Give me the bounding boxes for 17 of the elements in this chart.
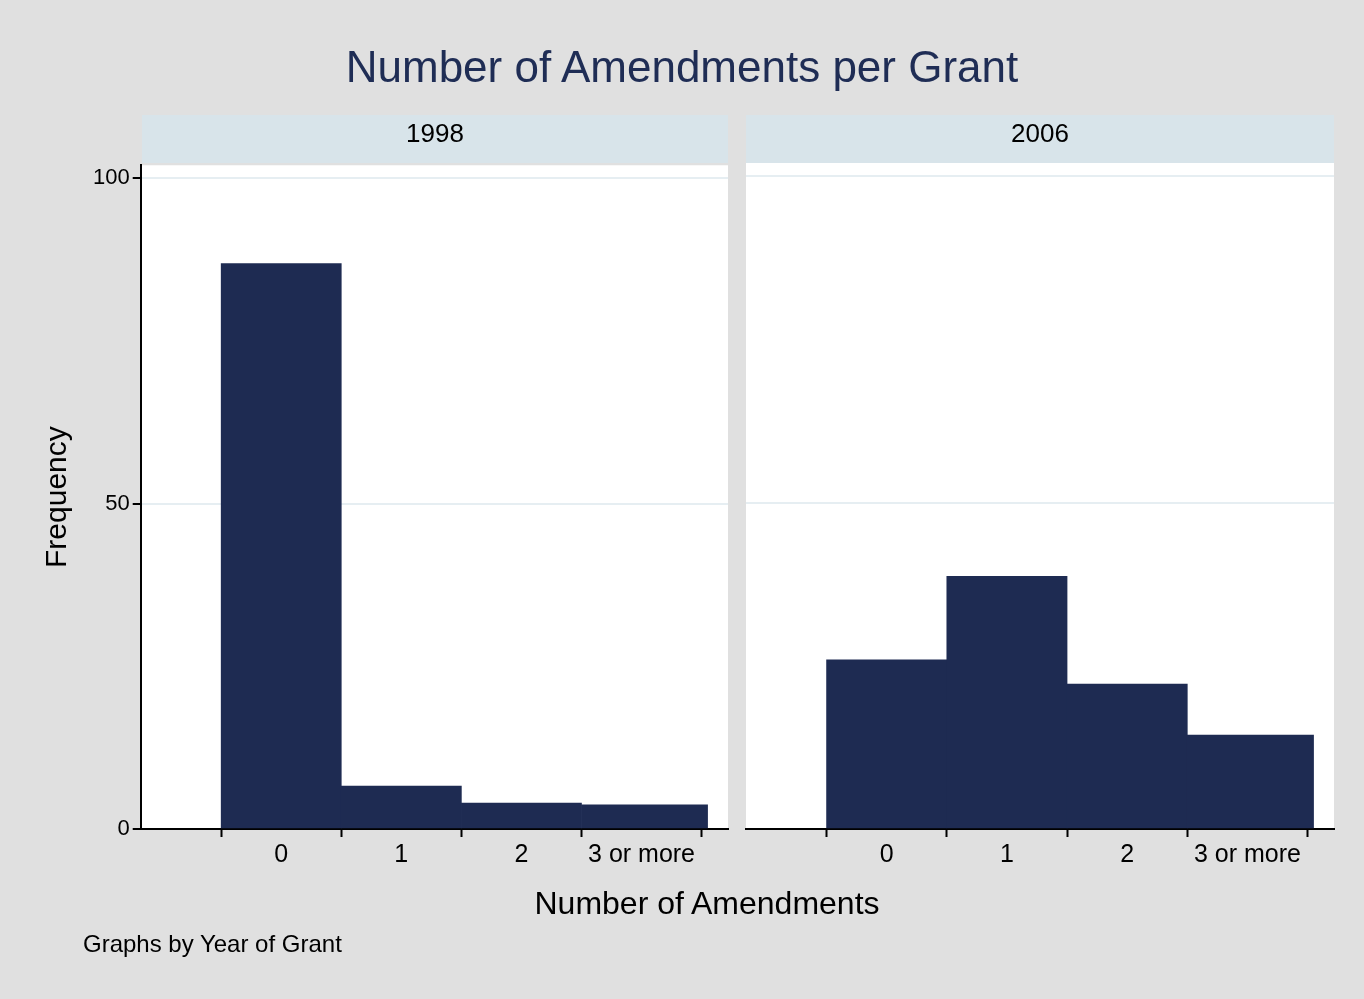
y-tick-label: 0 <box>117 815 130 841</box>
y-tick-label: 100 <box>92 164 130 190</box>
x-tick-label: 0 <box>274 838 289 867</box>
chart-title: Number of Amendments per Grant <box>344 42 1020 92</box>
x-tick-label: 3 or more <box>1193 838 1301 867</box>
x-tick-label: 1 <box>394 838 409 867</box>
x-tick-label: 1 <box>999 838 1014 867</box>
x-tick-label: 2 <box>1120 838 1135 867</box>
chart-subtitle: 1998 <box>142 115 728 163</box>
x-axis-title: Number of Amendments <box>533 885 881 922</box>
chart-subtitle: 2006 <box>746 115 1334 163</box>
text: Graphs by Year of Grant <box>83 930 342 958</box>
x-tick-label: 3 or more <box>588 838 696 867</box>
x-tick-label: 0 <box>879 838 894 867</box>
y-axis-title: Frequency <box>39 426 73 568</box>
x-tick-label: 2 <box>514 838 529 867</box>
y-tick-label: 50 <box>105 489 130 515</box>
